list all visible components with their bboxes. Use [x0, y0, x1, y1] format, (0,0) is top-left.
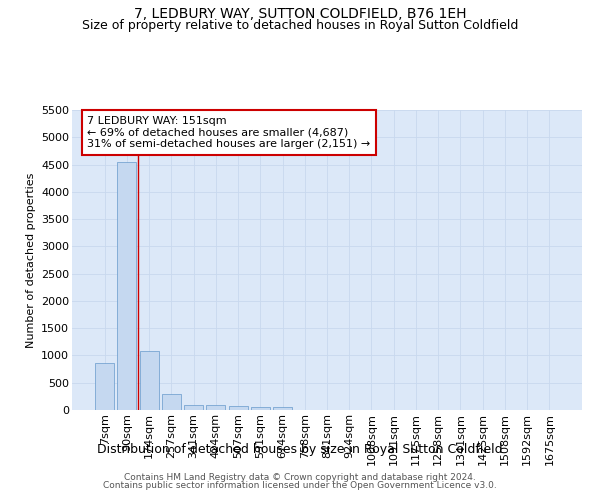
- Bar: [95, 362, 114, 410]
- Bar: [118, 162, 136, 410]
- Y-axis label: Number of detached properties: Number of detached properties: [26, 172, 35, 348]
- Bar: [206, 405, 225, 410]
- Text: Contains public sector information licensed under the Open Government Licence v3: Contains public sector information licen…: [103, 481, 497, 490]
- Bar: [251, 407, 270, 410]
- Text: 7, LEDBURY WAY, SUTTON COLDFIELD, B76 1EH: 7, LEDBURY WAY, SUTTON COLDFIELD, B76 1E…: [134, 8, 466, 22]
- Text: Size of property relative to detached houses in Royal Sutton Coldfield: Size of property relative to detached ho…: [82, 19, 518, 32]
- Bar: [229, 406, 248, 410]
- Bar: [184, 404, 203, 410]
- Text: Contains HM Land Registry data © Crown copyright and database right 2024.: Contains HM Land Registry data © Crown c…: [124, 472, 476, 482]
- Bar: [140, 351, 158, 410]
- Text: 7 LEDBURY WAY: 151sqm
← 69% of detached houses are smaller (4,687)
31% of semi-d: 7 LEDBURY WAY: 151sqm ← 69% of detached …: [88, 116, 371, 149]
- Bar: [162, 394, 181, 410]
- Bar: [273, 408, 292, 410]
- Text: Distribution of detached houses by size in Royal Sutton Coldfield: Distribution of detached houses by size …: [97, 442, 503, 456]
